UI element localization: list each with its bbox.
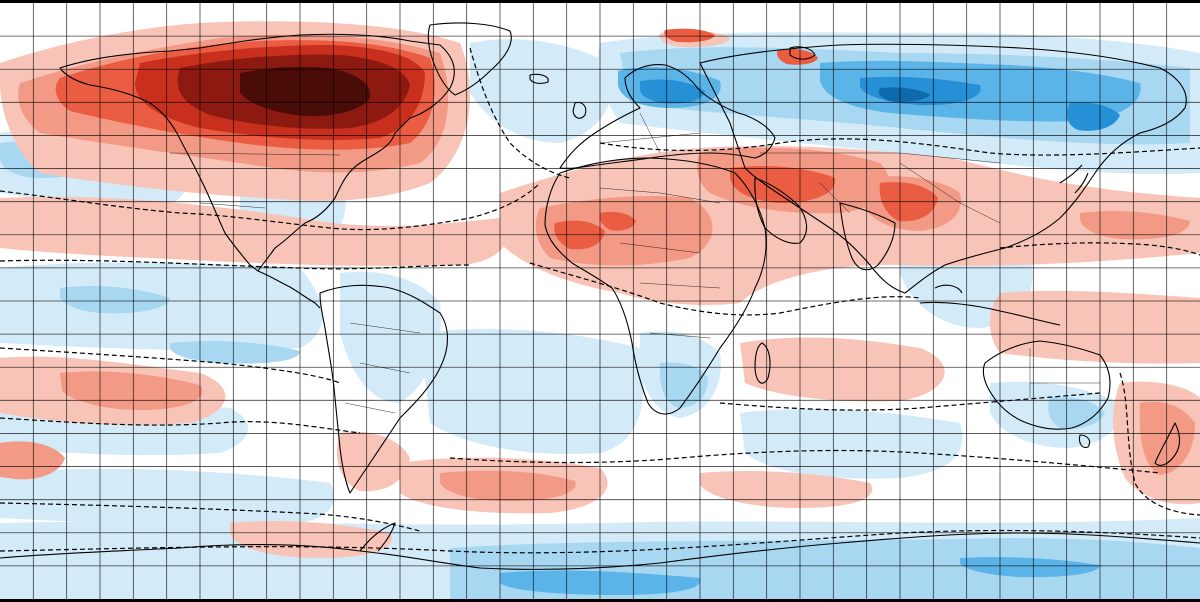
zero-contour-indian (719, 392, 1101, 411)
coast-africa (544, 157, 767, 415)
cool-medium-southern-africa (660, 362, 708, 408)
zero-contour-eurasia (599, 138, 1200, 156)
warm-light-pacific-east (989, 290, 1200, 364)
coast-japan (1059, 164, 1089, 194)
map-canvas (0, 3, 1200, 599)
coastlines (0, 22, 1200, 570)
graticule (0, 3, 1200, 599)
border-us-mexico (199, 202, 266, 209)
warm-strong-middle-east (730, 166, 836, 203)
zero-contour-new-zealand (1119, 372, 1200, 516)
cool-medium-tropical-pacific (60, 286, 170, 314)
coast-india (839, 202, 896, 271)
border-australia (1029, 348, 1100, 398)
coast-new-zealand (1154, 422, 1181, 466)
warm-strong-greenland-north (664, 28, 715, 43)
zero-contour-south-pacific (0, 417, 361, 434)
cool-strong-ross-sea (960, 556, 1100, 578)
coast-central-america (257, 270, 321, 309)
cool-band-indian-ocean (740, 408, 963, 479)
warm-medium-pacific-west (0, 441, 65, 480)
cool-extreme-scandinavia (639, 79, 705, 104)
coast-europe (559, 64, 776, 169)
zero-contours (0, 47, 1200, 554)
zero-contour-antarctic (0, 529, 1200, 554)
coast-antarctic-peninsula (359, 522, 396, 552)
border-asia (760, 152, 1001, 224)
coast-iceland (529, 73, 549, 84)
warm-light-south-america-south (336, 431, 410, 492)
coast-indonesia (919, 284, 1061, 326)
zero-contour-tropical-north (0, 259, 471, 270)
coast-australia (982, 340, 1111, 430)
warm-strong-sahel (599, 211, 636, 231)
zero-contour-africa-east (529, 262, 921, 316)
warm-light-indian-southern (700, 471, 873, 508)
coast-novaya-zemlya (789, 46, 816, 60)
border-africa-1 (599, 187, 721, 339)
zero-contour-southern (0, 502, 421, 532)
coast-asia (699, 43, 1187, 294)
cool-medium-south-pacific-strip (170, 340, 300, 364)
warm-medium-south-atlantic (440, 470, 576, 501)
warm-medium-west-pacific-east (1080, 210, 1190, 240)
warm-strong-barents (777, 48, 818, 65)
coast-antarctica (0, 532, 1200, 570)
coast-tasmania (1078, 434, 1091, 448)
coast-north-america (59, 33, 455, 272)
zero-contour-north-pacific (0, 182, 541, 231)
coast-madagascar (754, 342, 771, 384)
zero-contour-north-atlantic (469, 47, 571, 179)
zero-contour-tropical-south (0, 347, 341, 384)
coast-uk (572, 102, 587, 119)
cool-core-siberia (878, 87, 930, 102)
coast-greenland (427, 22, 512, 96)
coast-arabia (754, 177, 808, 244)
warm-core-canada (240, 66, 371, 117)
cool-band-south-america (340, 271, 441, 403)
zero-contour-east-asia (999, 242, 1200, 256)
coast-south-america (319, 284, 449, 494)
country-borders (169, 112, 1100, 414)
warm-light-africa-middle-east (500, 146, 1200, 305)
warm-light-north-pacific-band (0, 196, 508, 266)
cool-band-atlantic-south (420, 328, 644, 454)
border-us-canada (169, 152, 341, 156)
cool-extreme-east-siberia (1066, 102, 1120, 131)
warm-light-antarctic-peninsula (230, 521, 392, 558)
border-europe (599, 112, 701, 154)
cool-medium-australia-south (1048, 397, 1105, 429)
border-south-america (344, 322, 421, 414)
warm-light-indian-ocean-north (740, 337, 945, 402)
